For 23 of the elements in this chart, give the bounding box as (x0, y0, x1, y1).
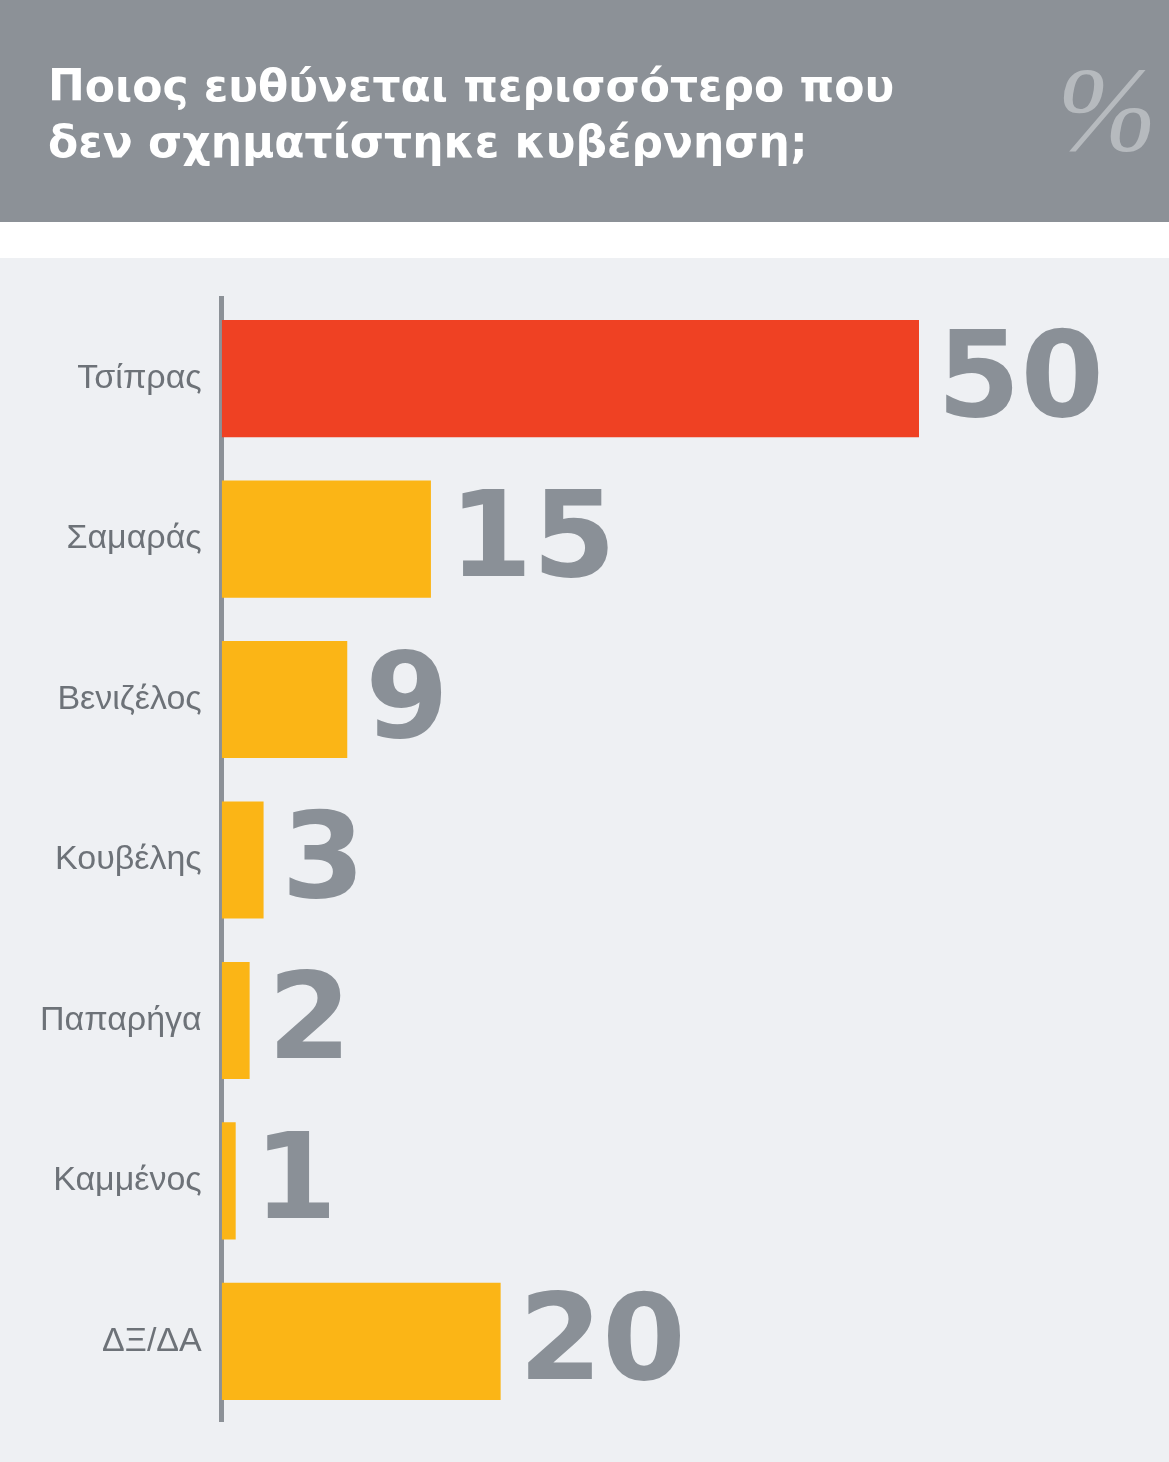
data-label: 9 (365, 625, 449, 765)
y-tick-label: Τσίπρας (77, 357, 202, 395)
data-label: 50 (937, 304, 1104, 444)
data-label: 1 (253, 1107, 338, 1247)
bar (221, 480, 431, 598)
bar (221, 640, 348, 759)
text: % (1057, 43, 1157, 176)
data-label: 20 (518, 1267, 686, 1407)
y-tick-label: Βενιζέλος (57, 677, 202, 716)
data-label: 15 (448, 465, 616, 605)
bar (221, 801, 264, 919)
data-label: 3 (281, 786, 366, 926)
y-tick-label: Καμμένος (53, 1159, 202, 1198)
bar (221, 961, 250, 1080)
bar (221, 1282, 501, 1400)
y-tick-label: Κουβέλης (54, 838, 202, 877)
bar (221, 320, 919, 438)
y-tick-label: ΔΞ/ΔΑ (102, 1319, 203, 1358)
data-label: 2 (267, 946, 352, 1086)
bar (221, 1122, 236, 1240)
chart-title: Ποιος ευθύνεται περισσότερο που δεν σχηματίστηκε κυβέρνηση; (48, 59, 896, 169)
y-tick-label: Σαμαράς (66, 517, 202, 556)
y-tick-label: Παπαρήγα (40, 998, 202, 1037)
